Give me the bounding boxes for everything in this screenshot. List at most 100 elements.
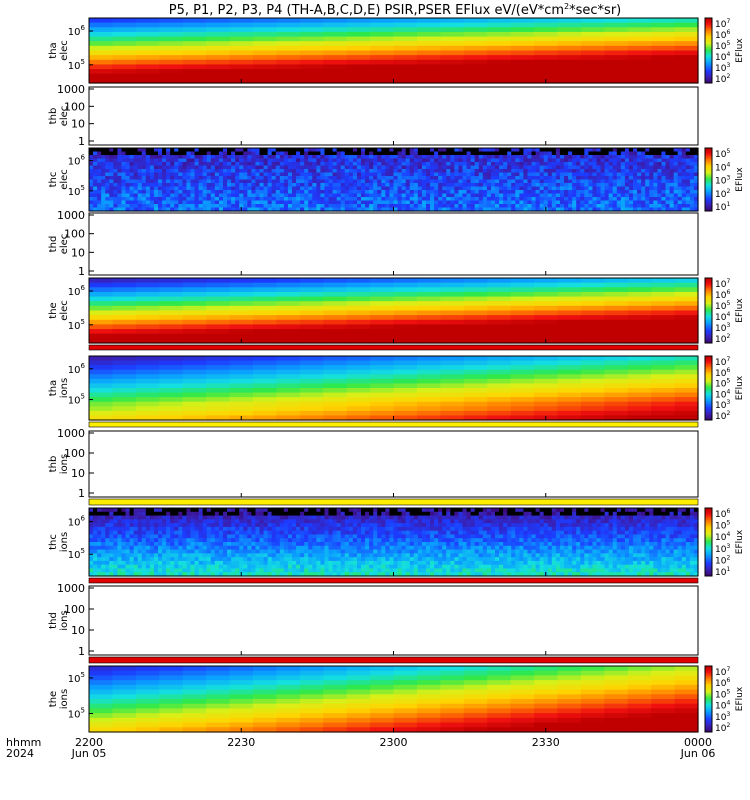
colorbar-cell <box>705 297 712 300</box>
spectrogram-cell <box>535 148 541 153</box>
spectrogram-cell <box>235 151 240 156</box>
spectrogram-cell <box>373 207 378 212</box>
spectrogram-cell <box>385 162 391 167</box>
spectrogram-cell <box>229 50 254 56</box>
spectrogram-cell <box>454 151 460 156</box>
spectrogram-cell <box>510 415 535 421</box>
spectrogram-cell <box>231 530 236 536</box>
spectrogram-cell <box>166 557 171 562</box>
spectrogram-cell <box>531 200 537 205</box>
colorbar-cell <box>705 388 712 391</box>
spectrogram-cell <box>365 186 370 191</box>
spectrogram-cell <box>511 176 516 181</box>
spectrogram-cell <box>466 200 472 205</box>
spectrogram-cell <box>312 158 317 163</box>
spectrogram-cell <box>271 158 277 163</box>
spectrogram-cell <box>97 179 102 184</box>
colorbar-cell <box>705 78 712 81</box>
spectrogram-cell <box>316 197 322 202</box>
spectrogram-cell <box>182 165 188 170</box>
spectrogram-cell <box>135 287 160 293</box>
spectrogram-cell <box>214 557 220 562</box>
spectrogram-cell <box>89 296 114 302</box>
spectrogram-cell <box>430 193 435 198</box>
spectrogram-cell <box>194 553 200 558</box>
spectrogram-cell <box>170 155 175 160</box>
spectrogram-cell <box>206 538 212 543</box>
spectrogram-cell <box>275 200 281 205</box>
spectrogram-cell <box>385 158 391 163</box>
spectrogram-cell <box>510 324 535 330</box>
spectrogram-cell <box>117 158 123 163</box>
spectrogram-cell <box>304 179 309 184</box>
spectrogram-cell <box>178 151 183 156</box>
spectrogram-cell <box>259 538 265 543</box>
spectrogram-cell <box>674 378 699 385</box>
spectrogram-cell <box>174 158 179 163</box>
spectrogram-cell <box>121 183 127 188</box>
spectrogram-cell <box>454 169 460 174</box>
spectrogram-cell <box>645 155 650 160</box>
spectrogram-cell <box>218 553 224 558</box>
spectrogram-cell <box>442 158 447 163</box>
spectrogram-cell <box>247 179 252 184</box>
spectrogram-cell <box>206 31 231 38</box>
spectrogram-cell <box>543 162 549 167</box>
spectrogram-cell <box>627 397 652 403</box>
spectrogram-cell <box>557 59 582 66</box>
spectrogram-cell <box>620 176 626 181</box>
spectrogram-cell <box>287 179 293 184</box>
spectrogram-cell <box>259 190 265 195</box>
spectrogram-cell <box>641 165 646 170</box>
spectrogram-cell <box>239 148 244 153</box>
spectrogram-cell <box>296 165 301 170</box>
spectrogram-cell <box>547 158 553 163</box>
spectrogram-cell <box>674 287 699 293</box>
spectrogram-cell <box>206 542 212 547</box>
spectrogram-cell <box>490 165 496 170</box>
spectrogram-cell <box>604 360 629 366</box>
spectrogram-cell <box>210 553 216 558</box>
spectrogram-cell <box>255 186 261 191</box>
spectrogram-cell <box>308 186 313 191</box>
spectrogram-cell <box>446 197 451 202</box>
spectrogram-cell <box>153 508 159 513</box>
spectrogram-cell <box>669 179 675 184</box>
spectrogram-cell <box>300 158 305 163</box>
spectrogram-cell <box>600 151 606 156</box>
spectrogram-cell <box>135 356 160 362</box>
spectrogram-cell <box>393 305 418 312</box>
spectrogram-cell <box>416 356 441 362</box>
spectrogram-cell <box>158 572 163 577</box>
spectrogram-cell <box>681 207 687 212</box>
spectrogram-cell <box>113 165 119 170</box>
spectrogram-cell <box>158 515 163 520</box>
spectrogram-cell <box>346 45 371 52</box>
y-tick-label: 1000 <box>57 209 85 222</box>
spectrogram-cell <box>555 165 561 170</box>
spectrogram-cell <box>608 176 614 181</box>
spectrogram-cell <box>596 155 602 160</box>
spectrogram-cell <box>112 378 137 385</box>
spectrogram-cell <box>523 179 529 184</box>
spectrogram-cell <box>222 530 228 536</box>
spectrogram-cell <box>405 169 411 174</box>
spectrogram-cell <box>466 148 472 153</box>
spectrogram-cell <box>137 538 143 543</box>
spectrogram-cell <box>276 22 301 28</box>
spectrogram-cell <box>523 207 529 212</box>
spectrogram-cell <box>93 553 98 558</box>
spectrogram-cell <box>105 542 110 547</box>
spectrogram-cell <box>271 515 277 520</box>
spectrogram-cell <box>112 287 137 293</box>
spectrogram-cell <box>580 179 585 184</box>
spectrogram-cell <box>279 158 285 163</box>
spectrogram-cell <box>478 204 484 209</box>
spectrogram-cell <box>332 186 338 191</box>
spectrogram-cell <box>296 158 301 163</box>
spectrogram-cell <box>299 410 324 417</box>
spectrogram-cell <box>218 190 224 195</box>
spectrogram-cell <box>182 397 207 403</box>
spectrogram-cell <box>89 545 94 551</box>
spectrogram-cell <box>271 190 277 195</box>
